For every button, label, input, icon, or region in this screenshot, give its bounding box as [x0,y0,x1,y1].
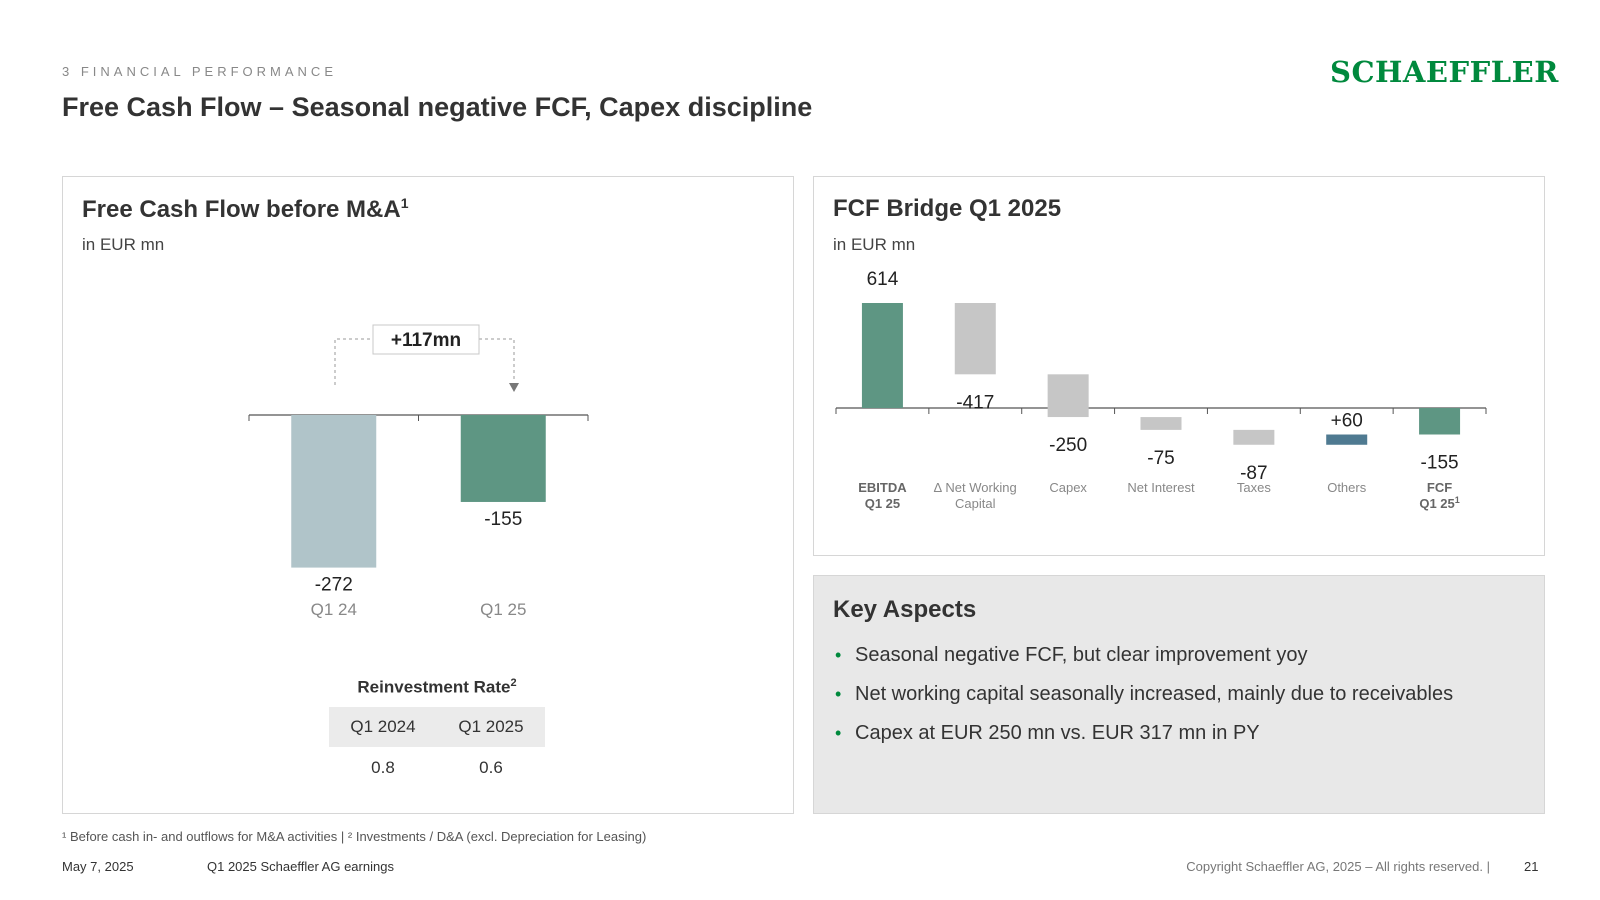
key-aspects-list: • Seasonal negative FCF, but clear improv… [833,636,1453,753]
fcf-bar [291,415,377,568]
bridge-data-label: -250 [1049,435,1087,456]
bridge-category-label: Taxes [1237,480,1271,495]
page-number: 21 [1524,859,1539,874]
fcf-bridge-panel: FCF Bridge Q1 2025 in EUR mn 614 EBITDA Q1… [813,176,1545,556]
bridge-bar [1419,408,1461,435]
footer-document-title: Q1 2025 Schaeffler AG earnings [207,859,394,874]
bridge-bar [1326,434,1368,445]
bridge-panel-title: FCF Bridge Q1 2025 [833,195,1062,222]
reinvestment-rate-title-text: Reinvestment Rate [357,677,511,697]
bridge-bar [861,303,903,408]
delta-arrow-head [509,383,519,392]
fcf-data-label: -155 [484,509,522,530]
key-aspects-title: Key Aspects [833,596,977,623]
schaeffler-logo: SCHAEFFLER [1330,55,1559,89]
footer-copyright: Copyright Schaeffler AG, 2025 – All righ… [1186,859,1490,874]
key-aspect-text: Seasonal negative FCF, but clear improve… [855,644,1308,666]
bullet-icon: • [835,684,842,704]
key-aspect-item: • Capex at EUR 250 mn vs. EUR 317 mn in P… [833,714,1453,753]
bridge-bar [1140,417,1182,430]
reinvestment-rate-title: Reinvestment Rate2 [327,677,547,698]
bridge-data-label: -87 [1240,463,1267,484]
delta-bracket-line-right [479,338,515,382]
fcf-panel-title-text: Free Cash Flow before M&A [82,196,401,223]
fcf-panel-title: Free Cash Flow before M&A1 [82,195,409,224]
bridge-category-label: Capex [1049,480,1087,495]
bridge-category-label-line2: Q1 25 [865,496,900,511]
reinvestment-rate-table: Q1 2024 Q1 2025 0.8 0.6 [329,707,545,789]
bridge-category-label: Net Interest [1127,480,1195,495]
bridge-category-label: ∆ Net Working [934,480,1017,495]
reinvestment-header-q1-2025: Q1 2025 [437,707,545,747]
reinvestment-rate-title-sup: 2 [510,677,517,689]
bridge-data-label: -417 [956,392,994,413]
footnote: ¹ Before cash in- and outflows for M&A a… [62,829,647,844]
key-aspect-item: • Seasonal negative FCF, but clear improv… [833,636,1453,675]
fcf-delta-annotation: +117mn [334,324,519,392]
footer-date: May 7, 2025 [62,859,134,874]
reinvestment-header-q1-2024: Q1 2024 [329,707,437,747]
reinvestment-value-q1-2024: 0.8 [371,758,395,777]
fcf-bar [460,415,546,502]
bridge-data-label: 614 [867,269,899,290]
bridge-category-label-line2: Capital [955,496,996,511]
fcf-category-label: Q1 25 [480,600,526,619]
bridge-bar [1047,374,1089,418]
delta-bracket-line [334,338,373,385]
fcf-bar-chart: +117mn -272 Q1 24 -155 Q1 25 [248,324,589,619]
bridge-panel-unit: in EUR mn [833,235,916,254]
key-aspect-item: • Net working capital seasonally increase… [833,675,1453,714]
bridge-data-label: +60 [1331,411,1363,432]
section-label: 3 FINANCIAL PERFORMANCE [62,64,337,79]
delta-label-box [372,324,480,355]
fcf-category-label: Q1 24 [311,600,357,619]
bridge-bar [954,303,996,375]
fcf-panel: Free Cash Flow before M&A1 in EUR mn +11… [62,176,794,814]
page-title: Free Cash Flow – Seasonal negative FCF, … [62,92,813,122]
bullet-icon: • [835,645,842,665]
reinvestment-value-q1-2025: 0.6 [479,758,503,777]
bullet-icon: • [835,723,842,743]
bridge-category-sup: 1 [1455,495,1460,505]
reinvestment-header-row: Q1 2024 Q1 2025 [329,707,545,747]
bridge-category-label: Others [1327,480,1367,495]
fcf-data-label: -272 [315,575,353,596]
bridge-category-label: EBITDA [858,480,907,495]
key-aspect-text: Capex at EUR 250 mn vs. EUR 317 mn in PY [855,722,1260,744]
fcf-panel-title-sup: 1 [400,195,409,211]
key-aspect-text: Net working capital seasonally increased… [855,683,1454,705]
fcf-panel-unit: in EUR mn [82,235,165,254]
bridge-data-label: -75 [1147,448,1174,469]
key-aspects-panel: Key Aspects • Seasonal negative FCF, but … [813,575,1545,814]
bridge-category-label-line2: Q1 251 [1419,495,1459,511]
bridge-data-label: -155 [1421,453,1459,474]
delta-label: +117mn [391,330,461,351]
bridge-bar [1233,429,1275,445]
bridge-category-label: FCF [1427,480,1452,495]
reinvestment-value-row: 0.8 0.6 [329,747,545,789]
